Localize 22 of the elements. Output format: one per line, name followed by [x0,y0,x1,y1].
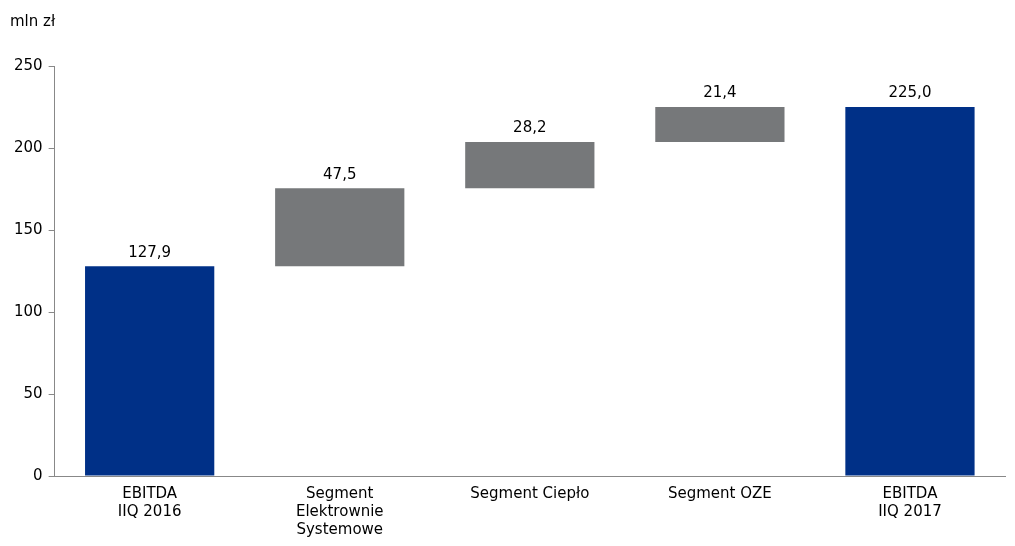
data-label: 47,5 [323,164,357,183]
y-tick-label: 150 [13,219,43,238]
bar [655,107,785,143]
bar [465,142,595,189]
x-tick-label: Segment OZE [667,483,772,502]
data-label: 225,0 [888,83,932,102]
y-tick-label: 100 [13,301,43,320]
data-label: 28,2 [513,118,547,137]
bar [85,266,215,476]
y-tick-label: 50 [23,383,43,402]
x-tick-label: Segment Ciepło [470,483,590,502]
data-label: 21,4 [703,83,737,102]
x-tick-label: Segment Elektrownie Systemowe [295,483,384,538]
y-tick-label: 0 [33,465,43,484]
y-tick-label: 200 [13,137,43,156]
y-axis-title: mln zł [10,12,56,30]
data-label: 127,9 [128,242,172,261]
x-tick-label: EBITDA IIQ 2016 [117,483,182,520]
bar [845,107,975,476]
x-tick-label: EBITDA IIQ 2017 [878,483,942,520]
bar [275,188,405,267]
y-tick-label: 250 [13,55,43,74]
